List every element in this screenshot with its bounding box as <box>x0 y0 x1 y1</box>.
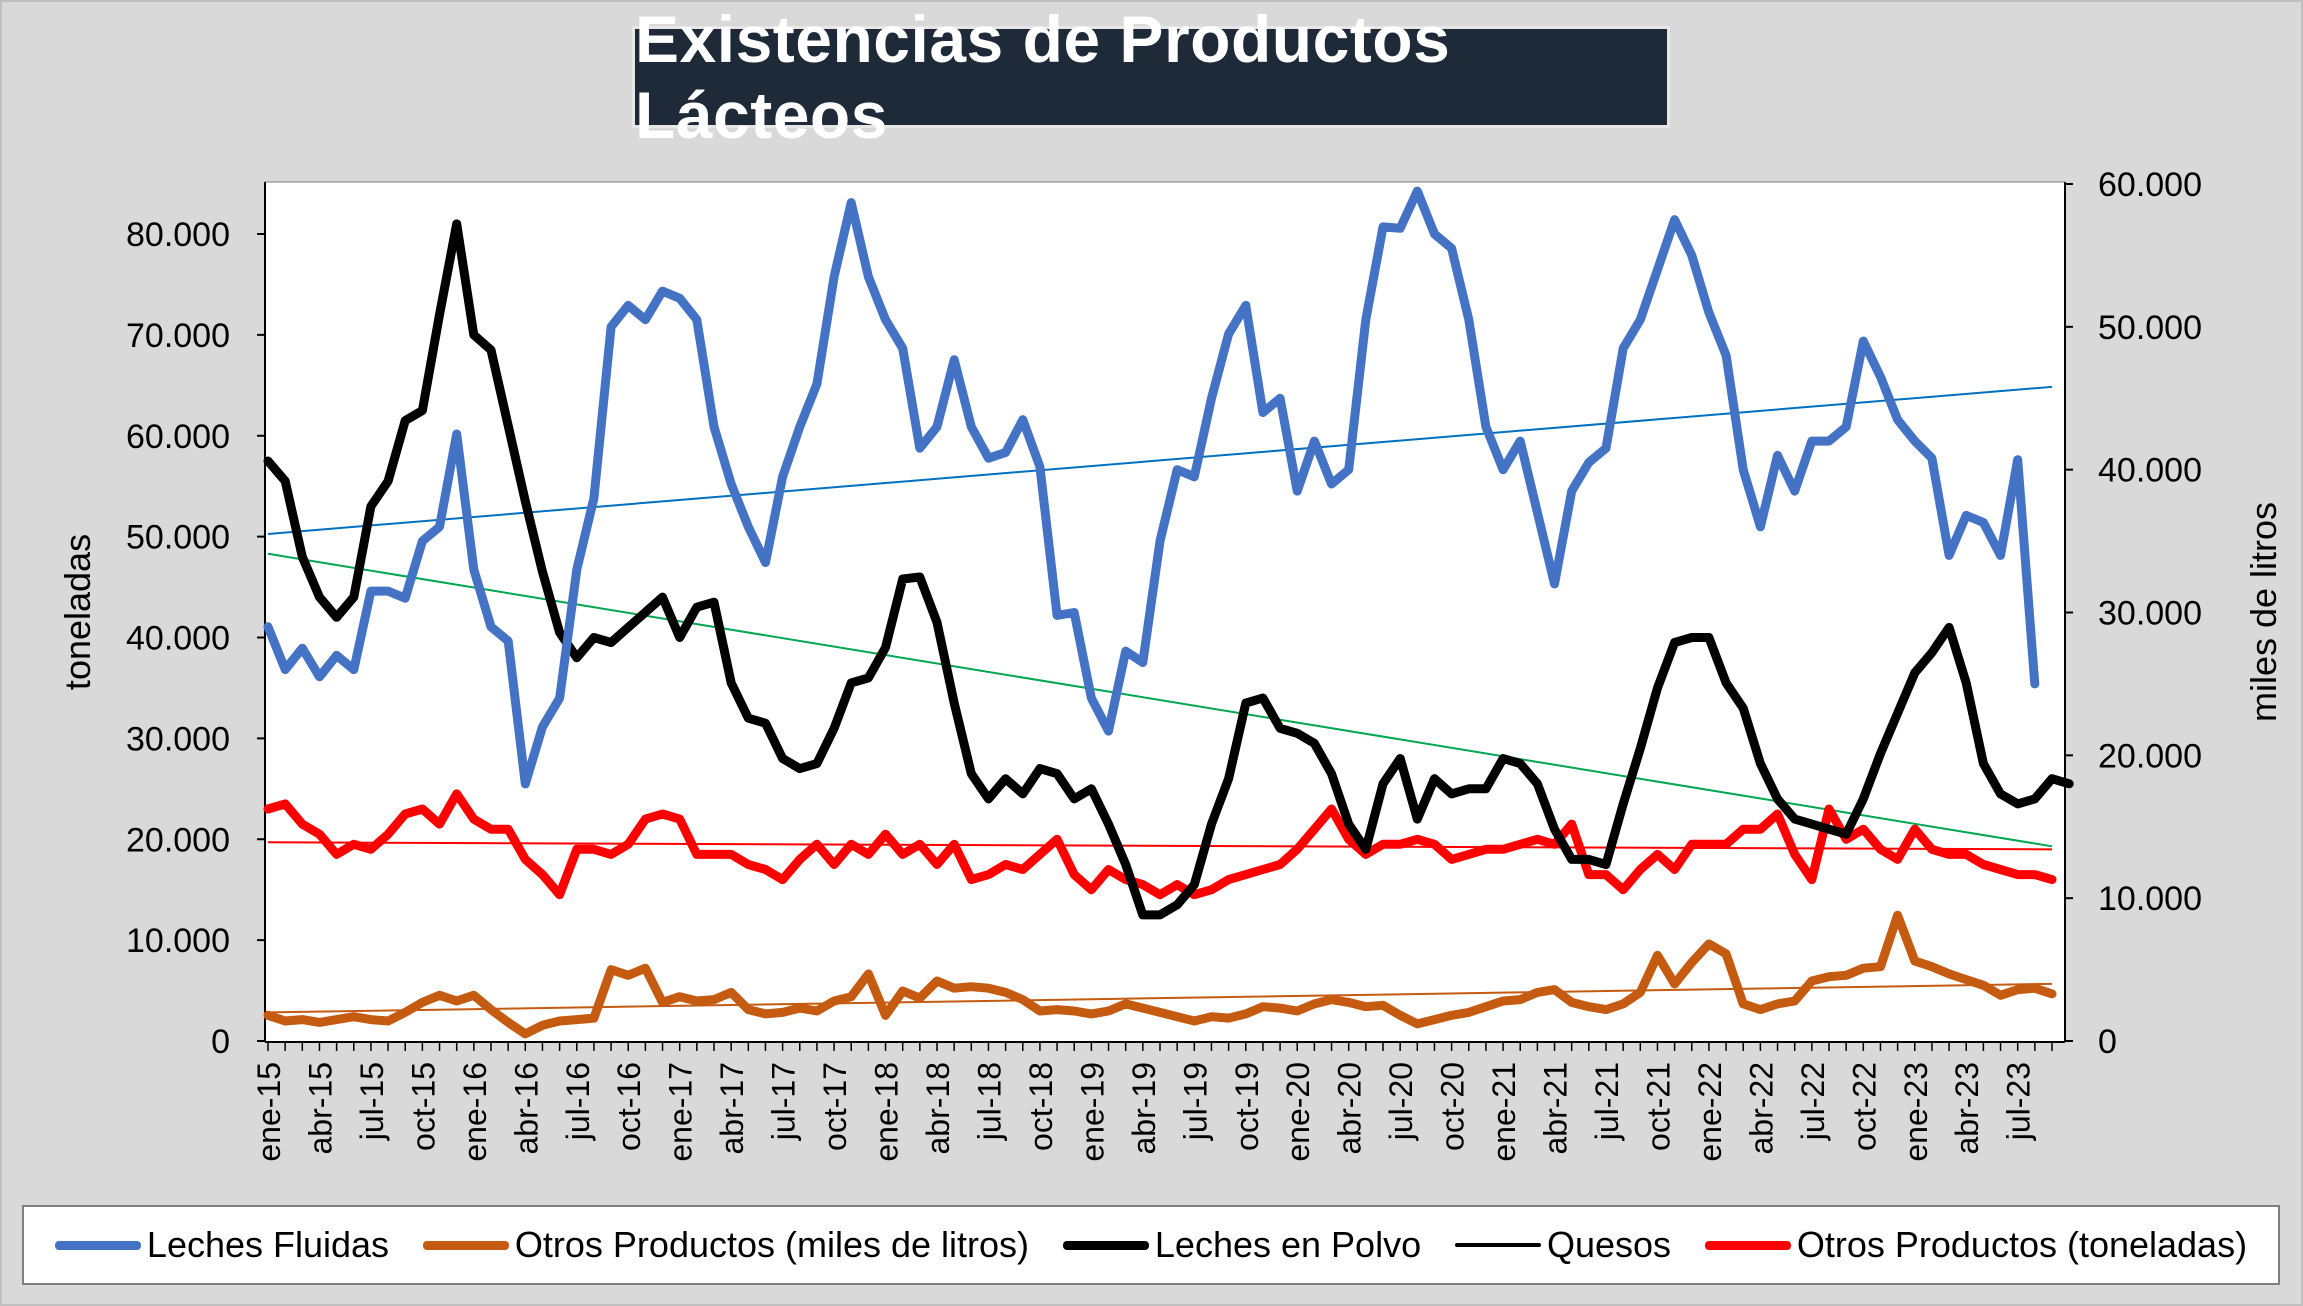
series-line-otros-productos-toneladas- <box>263 789 2057 900</box>
y-left-tick-label: 40.000 <box>126 620 230 658</box>
x-tick-label: oct-17 <box>817 1062 853 1151</box>
legend-swatch <box>1062 1240 1149 1250</box>
y-right-tick-label: 30.000 <box>2098 595 2202 633</box>
x-tick-label: jul-19 <box>1177 1062 1213 1141</box>
legend-label: Otros Productos (miles de litros) <box>514 1224 1030 1265</box>
legend-swatch <box>54 1240 141 1250</box>
legend-item: Otros Productos (toneladas) <box>1704 1224 2248 1266</box>
legend: Leches Fluidas Otros Productos (miles de … <box>22 1205 2280 1285</box>
y-right-tick-label: 50.000 <box>2098 309 2202 347</box>
trendline-layer <box>267 385 2053 1014</box>
x-tick-label: ene-23 <box>1898 1062 1934 1162</box>
x-tick-label: abr-17 <box>714 1062 750 1155</box>
legend-label: Quesos <box>1546 1224 1672 1265</box>
legend-label: Leches en Polvo <box>1154 1224 1422 1265</box>
series-line-otros-productos-miles-de-litros- <box>263 910 2057 1039</box>
legend-swatch <box>1454 1243 1541 1247</box>
plot-area <box>264 181 2066 1043</box>
x-tick-label: abr-22 <box>1743 1062 1779 1155</box>
x-tick-label: oct-16 <box>611 1062 647 1151</box>
axes-layer <box>257 182 2073 1051</box>
x-tick-label: abr-23 <box>1949 1062 1985 1155</box>
x-tick-label: ene-16 <box>457 1062 493 1162</box>
trendline-leches-fluidas <box>267 385 2053 535</box>
x-tick-label: jul-15 <box>354 1062 390 1141</box>
y-right-tick-label: 60.000 <box>2098 166 2202 204</box>
x-tick-label: oct-22 <box>1846 1062 1882 1151</box>
x-tick-label: ene-22 <box>1692 1062 1728 1162</box>
x-tick-label: oct-20 <box>1435 1062 1471 1151</box>
title-box: Existencias de Productos Lácteos <box>632 2 1670 152</box>
x-tick-label: jul-22 <box>1795 1062 1831 1141</box>
series-line-leches-fluidas <box>263 186 2040 789</box>
x-tick-label: jul-17 <box>766 1062 802 1141</box>
y-left-tick-label: 30.000 <box>126 720 230 758</box>
trendline-otros-productos-toneladas- <box>267 841 2053 851</box>
axis-label-layer: 0 10.000 20.000 30.000 40.000 50.000 60.000 70.… <box>57 166 2284 1162</box>
y-left-tick-label: 50.000 <box>126 519 230 557</box>
y-left-tick-label: 70.000 <box>126 317 230 355</box>
x-tick-label: ene-15 <box>251 1062 287 1162</box>
legend-swatch <box>1704 1240 1791 1250</box>
x-tick-label: abr-19 <box>1126 1062 1162 1155</box>
legend-label: Otros Productos (toneladas) <box>1796 1224 2248 1265</box>
y-left-tick-label: 10.000 <box>126 922 230 960</box>
x-tick-label: jul-23 <box>2001 1062 2037 1141</box>
trendline-otros-productos-miles-de-litros- <box>267 982 2053 1014</box>
legend-item: Leches en Polvo <box>1062 1224 1422 1266</box>
x-tick-label: jul-18 <box>971 1062 1007 1141</box>
x-tick-label: abr-18 <box>920 1062 956 1155</box>
y-left-tick-label: 20.000 <box>126 821 230 859</box>
x-tick-label: jul-16 <box>560 1062 596 1141</box>
x-tick-label: abr-21 <box>1538 1062 1574 1155</box>
trendline-leches-en-polvo <box>267 552 2053 848</box>
y-left-tick-label: 60.000 <box>126 418 230 456</box>
series-layer <box>263 186 2074 1039</box>
x-tick-label: oct-18 <box>1023 1062 1059 1151</box>
y-left-axis-title: toneladas <box>57 534 98 690</box>
legend-item: Leches Fluidas <box>54 1224 390 1266</box>
x-tick-label: abr-20 <box>1332 1062 1368 1155</box>
x-tick-label: abr-16 <box>508 1062 544 1155</box>
y-right-tick-label: 10.000 <box>2098 880 2202 918</box>
x-tick-label: oct-15 <box>405 1062 441 1151</box>
chart-title: Existencias de Productos Lácteos <box>635 2 1451 152</box>
x-tick-label: abr-15 <box>302 1062 338 1155</box>
x-tick-label: ene-20 <box>1280 1062 1316 1162</box>
legend-item: Quesos <box>1454 1224 1672 1266</box>
x-tick-label: ene-18 <box>869 1062 905 1162</box>
y-right-axis-title: miles de litros <box>2243 502 2284 722</box>
y-left-tick-label: 0 <box>211 1023 230 1061</box>
legend-swatch <box>422 1240 509 1250</box>
x-tick-label: jul-21 <box>1589 1062 1625 1141</box>
x-tick-label: jul-20 <box>1383 1062 1419 1141</box>
y-left-tick-label: 80.000 <box>126 216 230 254</box>
y-right-tick-label: 0 <box>2098 1023 2117 1061</box>
x-tick-label: oct-19 <box>1229 1062 1265 1151</box>
legend-item: Otros Productos (miles de litros) <box>422 1224 1030 1266</box>
x-tick-label: ene-17 <box>663 1062 699 1162</box>
x-tick-label: ene-19 <box>1074 1062 1110 1162</box>
y-right-tick-label: 20.000 <box>2098 737 2202 775</box>
legend-label: Leches Fluidas <box>146 1224 390 1265</box>
x-tick-label: ene-21 <box>1486 1062 1522 1162</box>
x-tick-label: oct-21 <box>1640 1062 1676 1151</box>
y-right-tick-label: 40.000 <box>2098 452 2202 490</box>
